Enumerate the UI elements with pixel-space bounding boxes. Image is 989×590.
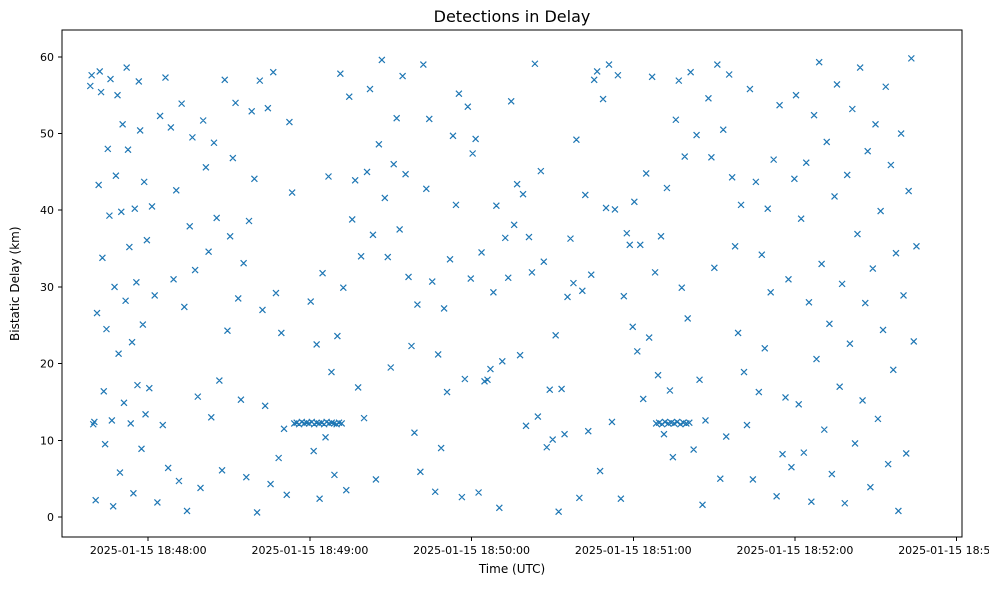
chart-title: Detections in Delay (433, 7, 591, 26)
y-tick-label: 30 (40, 281, 54, 294)
x-tick-label: 2025-01-15 18:50:00 (413, 544, 530, 557)
y-tick-label: 0 (47, 511, 54, 524)
scatter-points (86, 54, 920, 516)
x-tick-label: 2025-01-15 18:52:00 (737, 544, 854, 557)
x-axis-label: Time (UTC) (478, 562, 546, 576)
y-tick-label: 60 (40, 51, 54, 64)
x-tick-label: 2025-01-15 18:49:00 (251, 544, 368, 557)
y-tick-label: 20 (40, 358, 54, 371)
y-tick-label: 50 (40, 128, 54, 141)
x-tick-label: 2025-01-15 18:51:00 (575, 544, 692, 557)
x-tick-label: 2025-01-15 18:48:00 (90, 544, 207, 557)
y-tick-label: 40 (40, 204, 54, 217)
y-tick-label: 10 (40, 434, 54, 447)
x-tick-label: 2025-01-15 18:53:00 (898, 544, 989, 557)
y-axis-label: Bistatic Delay (km) (8, 226, 22, 341)
plot-area-border (61, 29, 963, 538)
